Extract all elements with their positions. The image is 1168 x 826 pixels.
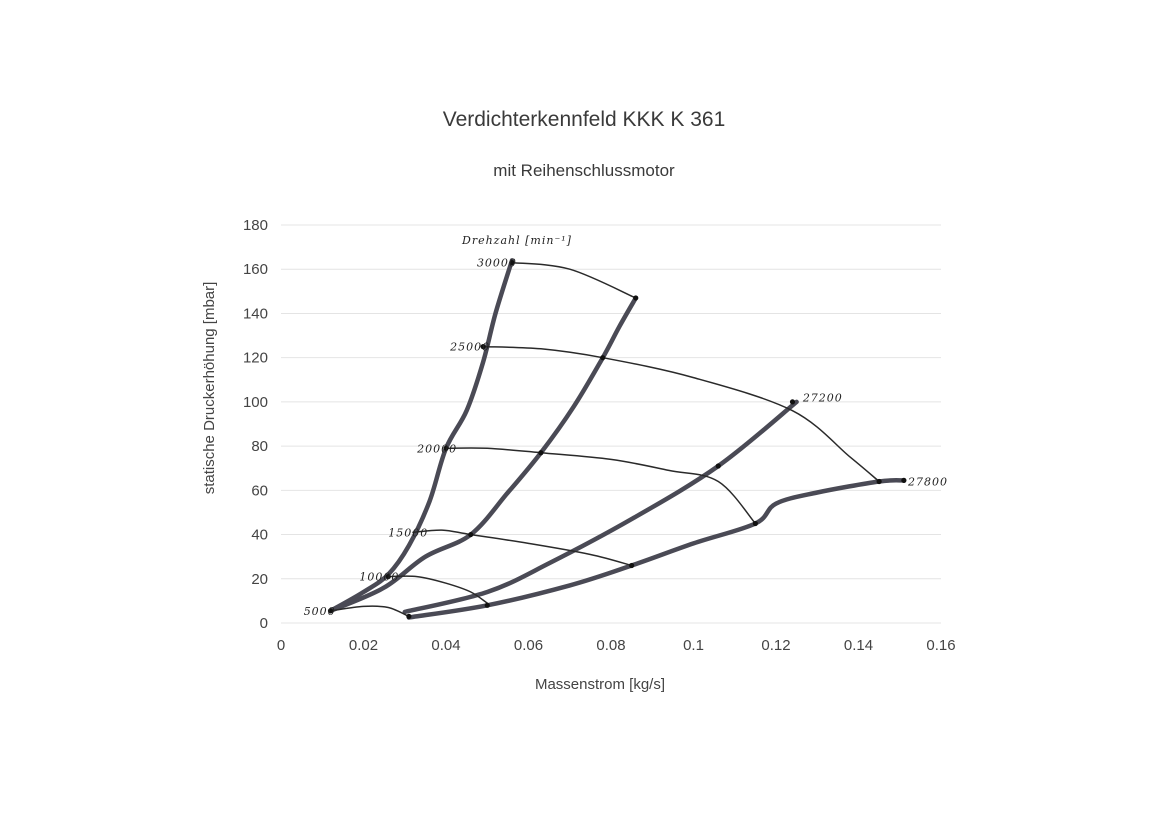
- speed-annotation: 25000: [449, 341, 490, 354]
- y-axis-label: statische Druckerhöhung [mbar]: [201, 282, 218, 495]
- x-axis-label: Massenstrom [kg/s]: [535, 676, 665, 693]
- y-tick-label: 100: [243, 394, 268, 411]
- curve-marker: [789, 399, 796, 405]
- speed-annotations: 5000 10000 15000 20000 25000 30000 27200 27800: [304, 257, 948, 618]
- curve-marker: [443, 445, 449, 451]
- x-tick-label: 0.1: [683, 637, 704, 654]
- curve-marker: [715, 463, 721, 469]
- speed-line: [482, 345, 880, 483]
- curve-marker: [468, 531, 474, 538]
- x-tick-label: 0.14: [844, 637, 873, 654]
- throttle-curve: [328, 258, 515, 614]
- curve-marker: [484, 602, 490, 608]
- grid-lines: [281, 224, 941, 624]
- x-tick-labels: 0 0.02 0.04 0.06 0.08 0.1 0.12 0.14 0.16: [277, 637, 956, 654]
- curve-marker: [480, 344, 486, 350]
- speed-line: [511, 261, 637, 299]
- curve-marker: [629, 562, 635, 569]
- speed-annotation: 5000: [304, 605, 336, 618]
- curve-marker: [406, 613, 412, 619]
- speed-annotation: 27200: [802, 391, 843, 404]
- speed-annotation: 27800: [907, 475, 948, 488]
- y-tick-label: 140: [243, 305, 268, 322]
- throttle-curves: [328, 258, 907, 620]
- y-tick-label: 180: [243, 217, 268, 234]
- throttle-curve: [328, 295, 639, 614]
- speed-annotation: 15000: [388, 526, 428, 539]
- x-tick-label: 0.16: [926, 637, 955, 654]
- y-tick-label: 60: [251, 482, 268, 499]
- throttle-curve: [402, 399, 799, 615]
- chart-subtitle: mit Reihenschlussmotor: [493, 161, 675, 180]
- curve-markers: [327, 259, 907, 619]
- speed-annotation: 30000: [477, 257, 517, 270]
- speed-line: [387, 575, 489, 604]
- y-tick-labels: 0 20 40 60 80 100 120 140 160 180: [243, 217, 268, 632]
- curve-marker: [509, 259, 515, 266]
- x-tick-label: 0.06: [514, 637, 543, 654]
- y-tick-label: 40: [251, 527, 268, 544]
- speed-label-header: Drehzahl [min⁻¹]: [461, 234, 572, 247]
- curve-marker: [876, 478, 882, 485]
- speed-line: [329, 605, 410, 618]
- curve-marker: [901, 477, 907, 483]
- x-tick-label: 0.04: [431, 637, 460, 654]
- chart-title: Verdichterkennfeld KKK K 361: [443, 108, 726, 131]
- speed-line: [445, 447, 757, 525]
- curve-marker: [752, 520, 758, 527]
- speed-annotation: 20000: [416, 442, 457, 455]
- y-tick-label: 80: [251, 438, 268, 455]
- x-tick-label: 0.08: [596, 637, 625, 654]
- curve-marker: [538, 450, 544, 456]
- curve-marker: [600, 355, 606, 361]
- curve-marker: [633, 295, 639, 301]
- y-tick-label: 20: [251, 571, 268, 588]
- x-tick-label: 0: [277, 637, 285, 654]
- x-tick-label: 0.02: [349, 637, 378, 654]
- y-tick-label: 120: [243, 350, 268, 367]
- curve-marker: [385, 573, 391, 580]
- speed-annotation: 10000: [359, 571, 399, 584]
- throttle-curve: [406, 478, 907, 620]
- y-tick-label: 0: [260, 615, 268, 632]
- speed-lines: [329, 261, 880, 618]
- x-tick-label: 0.12: [761, 637, 790, 654]
- curve-marker: [327, 608, 334, 614]
- y-tick-label: 160: [243, 261, 268, 278]
- speed-line: [412, 529, 633, 567]
